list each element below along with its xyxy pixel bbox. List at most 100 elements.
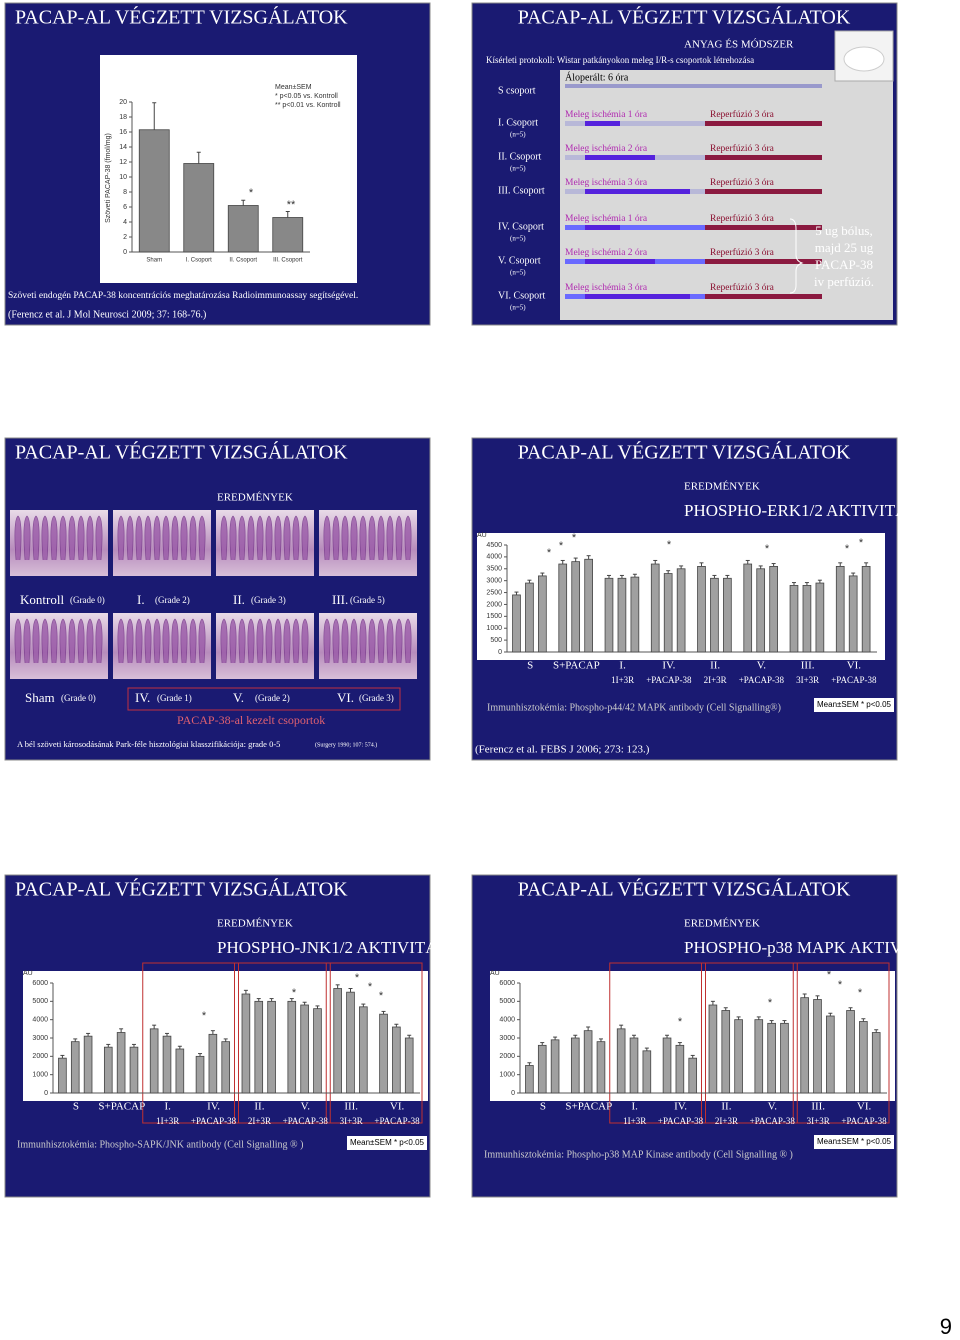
villus bbox=[292, 618, 300, 664]
villus bbox=[247, 515, 255, 561]
text: V. bbox=[233, 690, 244, 705]
villus bbox=[404, 515, 412, 561]
villus bbox=[171, 618, 179, 664]
slide-background bbox=[4, 437, 431, 761]
text: * bbox=[368, 981, 373, 993]
bar bbox=[138, 129, 170, 253]
text: (n=5) bbox=[510, 304, 526, 312]
text: A bél szöveti károsodásának Park-féle hi… bbox=[17, 739, 280, 749]
villus bbox=[14, 515, 22, 561]
bar bbox=[871, 1032, 881, 1094]
bar bbox=[512, 594, 521, 653]
text: 3000 bbox=[486, 578, 502, 585]
text: III. bbox=[332, 592, 348, 607]
text: 3I+3R bbox=[807, 1116, 830, 1126]
villus bbox=[198, 618, 206, 664]
villus bbox=[32, 618, 40, 664]
bar bbox=[813, 999, 822, 1094]
reperfusion-bar bbox=[705, 155, 822, 160]
villus bbox=[341, 515, 349, 561]
villus bbox=[229, 618, 237, 664]
text: * bbox=[292, 987, 297, 999]
text: Immunhisztokémia: Phospho-p38 MAP Kinase… bbox=[484, 1149, 793, 1160]
bar bbox=[583, 1030, 593, 1094]
bar bbox=[241, 993, 251, 1094]
text: II. bbox=[233, 592, 245, 607]
villus bbox=[350, 515, 358, 561]
text: Meleg ischémia 3 óra bbox=[565, 283, 648, 293]
bar bbox=[227, 205, 259, 253]
slide: PACAP-AL VÉGZETT VIZSGÁLATOKEREDMÉNYEK02… bbox=[4, 2, 431, 326]
text: 6000 bbox=[499, 980, 515, 987]
text: 2500 bbox=[486, 589, 502, 596]
text: (Grade 5) bbox=[350, 595, 385, 605]
text: II. bbox=[721, 1101, 731, 1113]
group-outline bbox=[142, 962, 239, 1124]
villus bbox=[144, 618, 152, 664]
text: Szöveti endogén PACAP-38 koncentrációs m… bbox=[8, 291, 358, 301]
bar bbox=[734, 1019, 743, 1094]
bar bbox=[697, 565, 706, 653]
text: * bbox=[765, 543, 770, 555]
group-outline bbox=[792, 962, 890, 1124]
bar bbox=[650, 563, 660, 653]
text: VI. bbox=[337, 690, 354, 705]
text: 2000 bbox=[499, 1053, 515, 1060]
villus bbox=[229, 515, 237, 561]
text: I. bbox=[619, 660, 626, 672]
text: (n=5) bbox=[510, 131, 526, 139]
text: 500 bbox=[490, 637, 502, 644]
text: (n=5) bbox=[510, 269, 526, 277]
text: (Ferencz et al. FEBS J 2006; 273: 123.) bbox=[475, 744, 650, 756]
bar bbox=[300, 1004, 309, 1094]
text: 2I+3R bbox=[715, 1116, 738, 1126]
text: III. bbox=[801, 660, 815, 672]
bar bbox=[525, 582, 534, 653]
bar bbox=[272, 217, 304, 253]
text: * bbox=[667, 539, 672, 551]
bar bbox=[175, 1048, 185, 1094]
text: 4000 bbox=[32, 1017, 48, 1024]
text: AU bbox=[490, 970, 500, 977]
villus bbox=[77, 515, 85, 561]
text: Mean±SEM * p<0.05 bbox=[817, 1137, 892, 1146]
group-outline bbox=[234, 962, 331, 1124]
villus bbox=[135, 618, 143, 664]
text: III. Csoport bbox=[498, 185, 545, 196]
text: Reperfúzió 3 óra bbox=[710, 177, 775, 188]
reperfusion-bar bbox=[705, 189, 822, 194]
text: II. Csoport bbox=[498, 151, 542, 162]
bar bbox=[710, 577, 719, 653]
bar bbox=[630, 576, 640, 653]
bar bbox=[756, 568, 766, 653]
bar bbox=[129, 1046, 139, 1094]
villus bbox=[395, 515, 403, 561]
text: +PACAP-38 bbox=[646, 675, 692, 685]
ischemia-bar bbox=[585, 155, 655, 160]
bar bbox=[617, 577, 627, 653]
text: 1500 bbox=[486, 613, 502, 620]
text: 3500 bbox=[486, 566, 502, 573]
text: EREDMÉNYEK bbox=[684, 481, 760, 493]
bar bbox=[116, 1032, 126, 1094]
villus bbox=[144, 515, 152, 561]
bar bbox=[616, 1028, 626, 1094]
bar bbox=[149, 1028, 159, 1094]
text: +PACAP-38 bbox=[283, 1116, 329, 1126]
timeline-base bbox=[565, 225, 822, 230]
bar bbox=[815, 582, 825, 653]
villus bbox=[153, 515, 161, 561]
text: 5 ug bólus, bbox=[815, 223, 872, 238]
villus bbox=[341, 618, 349, 664]
text: Mean±SEM * p<0.05 bbox=[817, 700, 892, 709]
bar bbox=[58, 1057, 67, 1094]
ischemia-bar bbox=[585, 225, 620, 230]
reperfusion-bar bbox=[705, 294, 822, 299]
text: Meleg ischémia 3 óra bbox=[565, 178, 648, 188]
treated-box bbox=[127, 687, 401, 711]
bar bbox=[183, 163, 215, 253]
text: I. bbox=[631, 1101, 638, 1113]
text: PACAP-AL VÉGZETT VIZSGÁLATOK bbox=[15, 878, 348, 901]
